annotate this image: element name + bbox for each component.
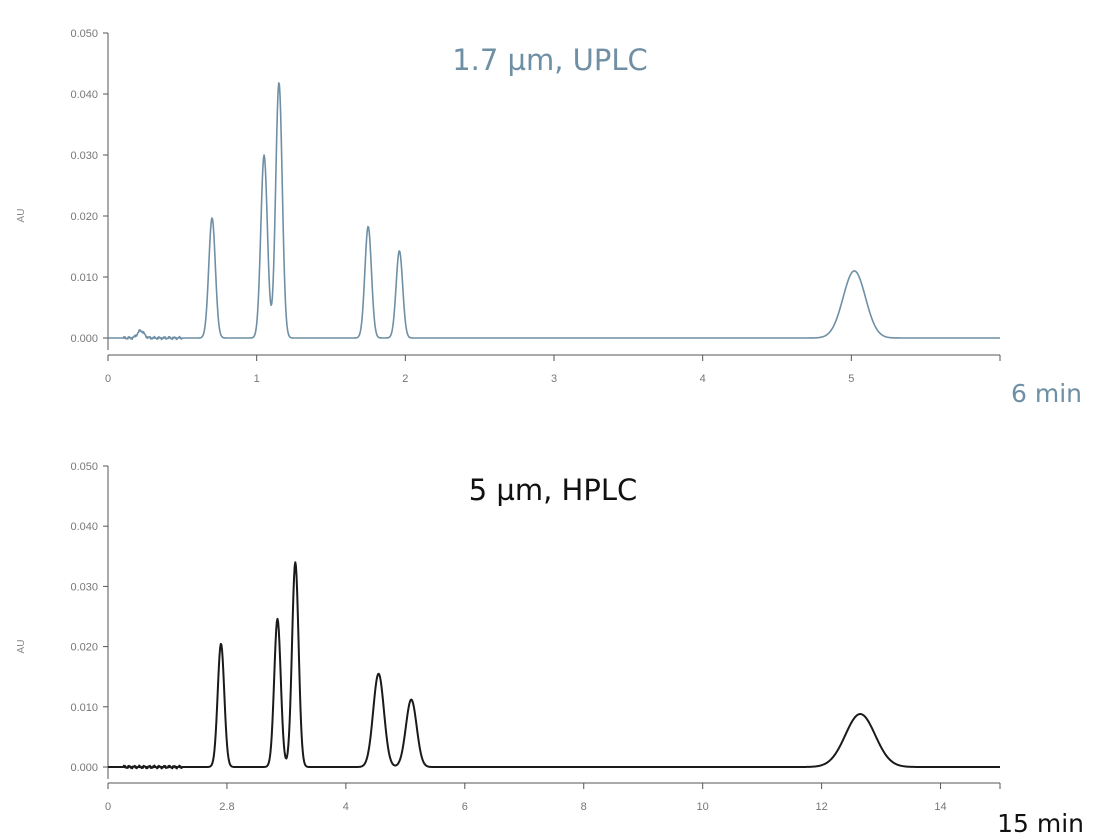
uplc-chromatogram-panel: 0.000 0.010 0.020 0.030 0.040 0.050 AU 0 1 2 3 4 5 1.… xyxy=(16,28,1082,408)
chart-title: 1.7 µm, UPLC xyxy=(452,43,648,77)
x-tick-label: 2.8 xyxy=(219,801,234,813)
y-tick-label: 0.010 xyxy=(70,702,98,714)
y-tick-label: 0.030 xyxy=(70,150,98,162)
y-tick-label: 0.020 xyxy=(70,642,98,654)
x-tick-label: 4 xyxy=(700,373,706,385)
x-tick-label: 8 xyxy=(581,801,587,813)
x-tick-label: 1 xyxy=(254,373,260,385)
x-tick-label: 2 xyxy=(402,373,408,385)
y-tick-label: 0.050 xyxy=(70,28,98,40)
y-tick-label: 0.020 xyxy=(70,211,98,223)
y-tick-label: 0.050 xyxy=(70,461,98,473)
y-tick-label: 0.000 xyxy=(70,333,98,345)
hplc-chromatogram-panel: 0.000 0.010 0.020 0.030 0.040 0.050 AU 0 2.8 4 6 8 1… xyxy=(16,461,1084,837)
x-tick-label: 14 xyxy=(934,801,946,813)
x-tick-label: 5 xyxy=(848,373,854,385)
y-axis-label: AU xyxy=(16,209,27,223)
x-tick-label: 4 xyxy=(343,801,349,813)
chart-title: 5 µm, HPLC xyxy=(469,473,638,507)
x-tick-label: 0 xyxy=(105,801,111,813)
chromatogram-trace xyxy=(107,561,1001,770)
x-tick-label: 12 xyxy=(815,801,827,813)
x-axis-label: 6 min xyxy=(1011,379,1082,408)
x-tick-label: 10 xyxy=(697,801,709,813)
y-tick-label: 0.010 xyxy=(70,272,98,284)
y-axis-label: AU xyxy=(16,640,27,654)
y-tick-label: 0.040 xyxy=(70,89,98,101)
x-tick-label: 3 xyxy=(551,373,557,385)
x-tick-label: 6 xyxy=(462,801,468,813)
y-tick-label: 0.030 xyxy=(70,581,98,593)
x-tick-label: 0 xyxy=(105,373,111,385)
y-tick-label: 0.040 xyxy=(70,521,98,533)
chromatogram-trace xyxy=(107,82,1001,341)
x-axis-label: 15 min xyxy=(997,809,1084,837)
y-tick-label: 0.000 xyxy=(70,762,98,774)
